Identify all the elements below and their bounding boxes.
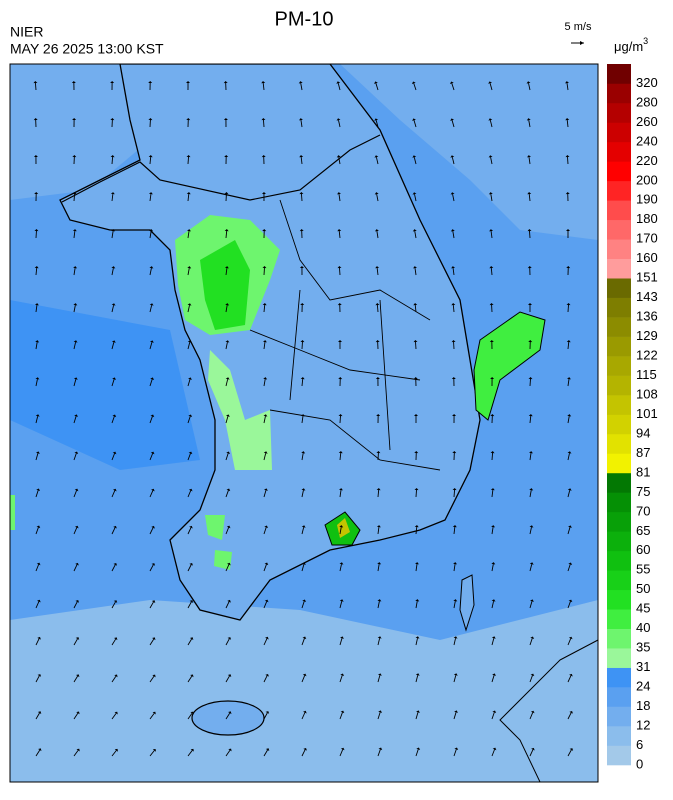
colorbar-label: 101 bbox=[636, 406, 658, 421]
unit-text: μg/m bbox=[614, 39, 643, 54]
colorbar-cell bbox=[607, 259, 631, 279]
colorbar-cell bbox=[607, 609, 631, 629]
colorbar-cell bbox=[607, 415, 631, 435]
colorbar-label: 60 bbox=[636, 542, 650, 557]
colorbar-cell bbox=[607, 687, 631, 707]
colorbar-label: 115 bbox=[636, 367, 657, 382]
wind-arrow-shaft bbox=[35, 83, 36, 90]
colorbar-cell bbox=[607, 629, 631, 649]
wind-arrow-shaft bbox=[530, 379, 531, 386]
wind-arrow-shaft bbox=[112, 157, 113, 164]
colorbar-label: 65 bbox=[636, 523, 650, 538]
unit-superscript: 3 bbox=[643, 36, 648, 46]
colorbar-cell bbox=[607, 356, 631, 376]
colorbar-cell bbox=[607, 122, 631, 142]
colorbar-cell bbox=[607, 590, 631, 610]
colorbar-label: 122 bbox=[636, 348, 658, 363]
colorbar-cell bbox=[607, 707, 631, 727]
colorbar-label: 31 bbox=[636, 659, 650, 674]
colorbar-label: 40 bbox=[636, 620, 650, 635]
colorbar-cell bbox=[607, 103, 631, 123]
colorbar-cell bbox=[607, 278, 631, 298]
wind-arrow-shaft bbox=[492, 453, 493, 460]
colorbar-label: 320 bbox=[636, 75, 658, 90]
colorbar-label: 280 bbox=[636, 94, 658, 109]
wind-arrow-shaft bbox=[529, 231, 530, 238]
colorbar: 0 6 12 18 24 31 35 40 45 50 55 60 65 70 75 81 87 94 101 108… bbox=[607, 64, 658, 771]
sea-light bbox=[10, 600, 598, 782]
colorbar-label: 35 bbox=[636, 640, 650, 655]
wind-arrow-shaft bbox=[74, 194, 75, 201]
map-title: PM-10 bbox=[275, 8, 334, 30]
colorbar-cell bbox=[607, 453, 631, 473]
colorbar-label: 160 bbox=[636, 250, 658, 265]
colorbar-label: 18 bbox=[636, 698, 650, 713]
colorbar-cell bbox=[607, 726, 631, 746]
colorbar-cell bbox=[607, 512, 631, 532]
colorbar-label: 94 bbox=[636, 425, 650, 440]
colorbar-label: 136 bbox=[636, 309, 658, 324]
colorbar-cell bbox=[607, 83, 631, 103]
colorbar-cell bbox=[607, 746, 631, 766]
wind-arrow-shaft bbox=[454, 490, 455, 497]
colorbar-label: 87 bbox=[636, 445, 650, 460]
colorbar-cell bbox=[607, 161, 631, 181]
colorbar-cell bbox=[607, 668, 631, 688]
colorbar-label: 24 bbox=[636, 679, 650, 694]
colorbar-cell bbox=[607, 492, 631, 512]
colorbar-label: 151 bbox=[636, 270, 658, 285]
colorbar-cell bbox=[607, 376, 631, 396]
colorbar-label: 190 bbox=[636, 192, 658, 207]
colorbar-cell bbox=[607, 64, 631, 84]
colorbar-cell bbox=[607, 473, 631, 493]
colorbar-label: 70 bbox=[636, 503, 650, 518]
unit-label: μg/m3 bbox=[614, 36, 648, 54]
map bbox=[10, 64, 598, 782]
colorbar-cell bbox=[607, 298, 631, 318]
colorbar-label: 129 bbox=[636, 328, 658, 343]
colorbar-label: 180 bbox=[636, 211, 658, 226]
wind-scale-label: 5 m/s bbox=[565, 21, 592, 33]
colorbar-cell bbox=[607, 181, 631, 201]
colorbar-label: 50 bbox=[636, 581, 650, 596]
colorbar-label: 81 bbox=[636, 464, 650, 479]
colorbar-label: 45 bbox=[636, 601, 650, 616]
colorbar-label: 12 bbox=[636, 717, 650, 732]
colorbar-cell bbox=[607, 200, 631, 220]
colorbar-label: 143 bbox=[636, 289, 658, 304]
colorbar-cell bbox=[607, 551, 631, 571]
wind-arrow-shaft bbox=[188, 157, 189, 164]
colorbar-label: 170 bbox=[636, 231, 658, 246]
colorbar-cell bbox=[607, 220, 631, 240]
colorbar-label: 240 bbox=[636, 133, 658, 148]
colorbar-cell bbox=[607, 317, 631, 337]
colorbar-cell bbox=[607, 337, 631, 357]
colorbar-cell bbox=[607, 239, 631, 259]
colorbar-cell bbox=[607, 395, 631, 415]
wind-arrow-shaft bbox=[416, 490, 417, 497]
colorbar-cell bbox=[607, 570, 631, 590]
wind-scale-arrow bbox=[571, 41, 584, 45]
wind-arrow-shaft bbox=[301, 194, 302, 201]
wind-arrow-shaft bbox=[377, 305, 378, 312]
wind-arrow-shaft bbox=[567, 157, 568, 164]
colorbar-cell bbox=[607, 434, 631, 454]
agency: NIER bbox=[10, 24, 43, 40]
colorbar-label: 200 bbox=[636, 172, 658, 187]
colorbar-label: 0 bbox=[636, 756, 643, 771]
colorbar-label: 108 bbox=[636, 386, 658, 401]
colorbar-label: 220 bbox=[636, 153, 658, 168]
datetime: MAY 26 2025 13:00 KST bbox=[10, 41, 164, 57]
colorbar-cell bbox=[607, 531, 631, 551]
wind-arrow-shaft bbox=[339, 268, 340, 275]
colorbar-cell bbox=[607, 648, 631, 668]
colorbar-label: 260 bbox=[636, 114, 658, 129]
colorbar-label: 55 bbox=[636, 562, 650, 577]
colorbar-label: 6 bbox=[636, 737, 643, 752]
colorbar-cell bbox=[607, 142, 631, 162]
colorbar-label: 75 bbox=[636, 484, 650, 499]
jeju-island bbox=[192, 701, 264, 735]
wind-arrow-shaft bbox=[263, 120, 264, 127]
